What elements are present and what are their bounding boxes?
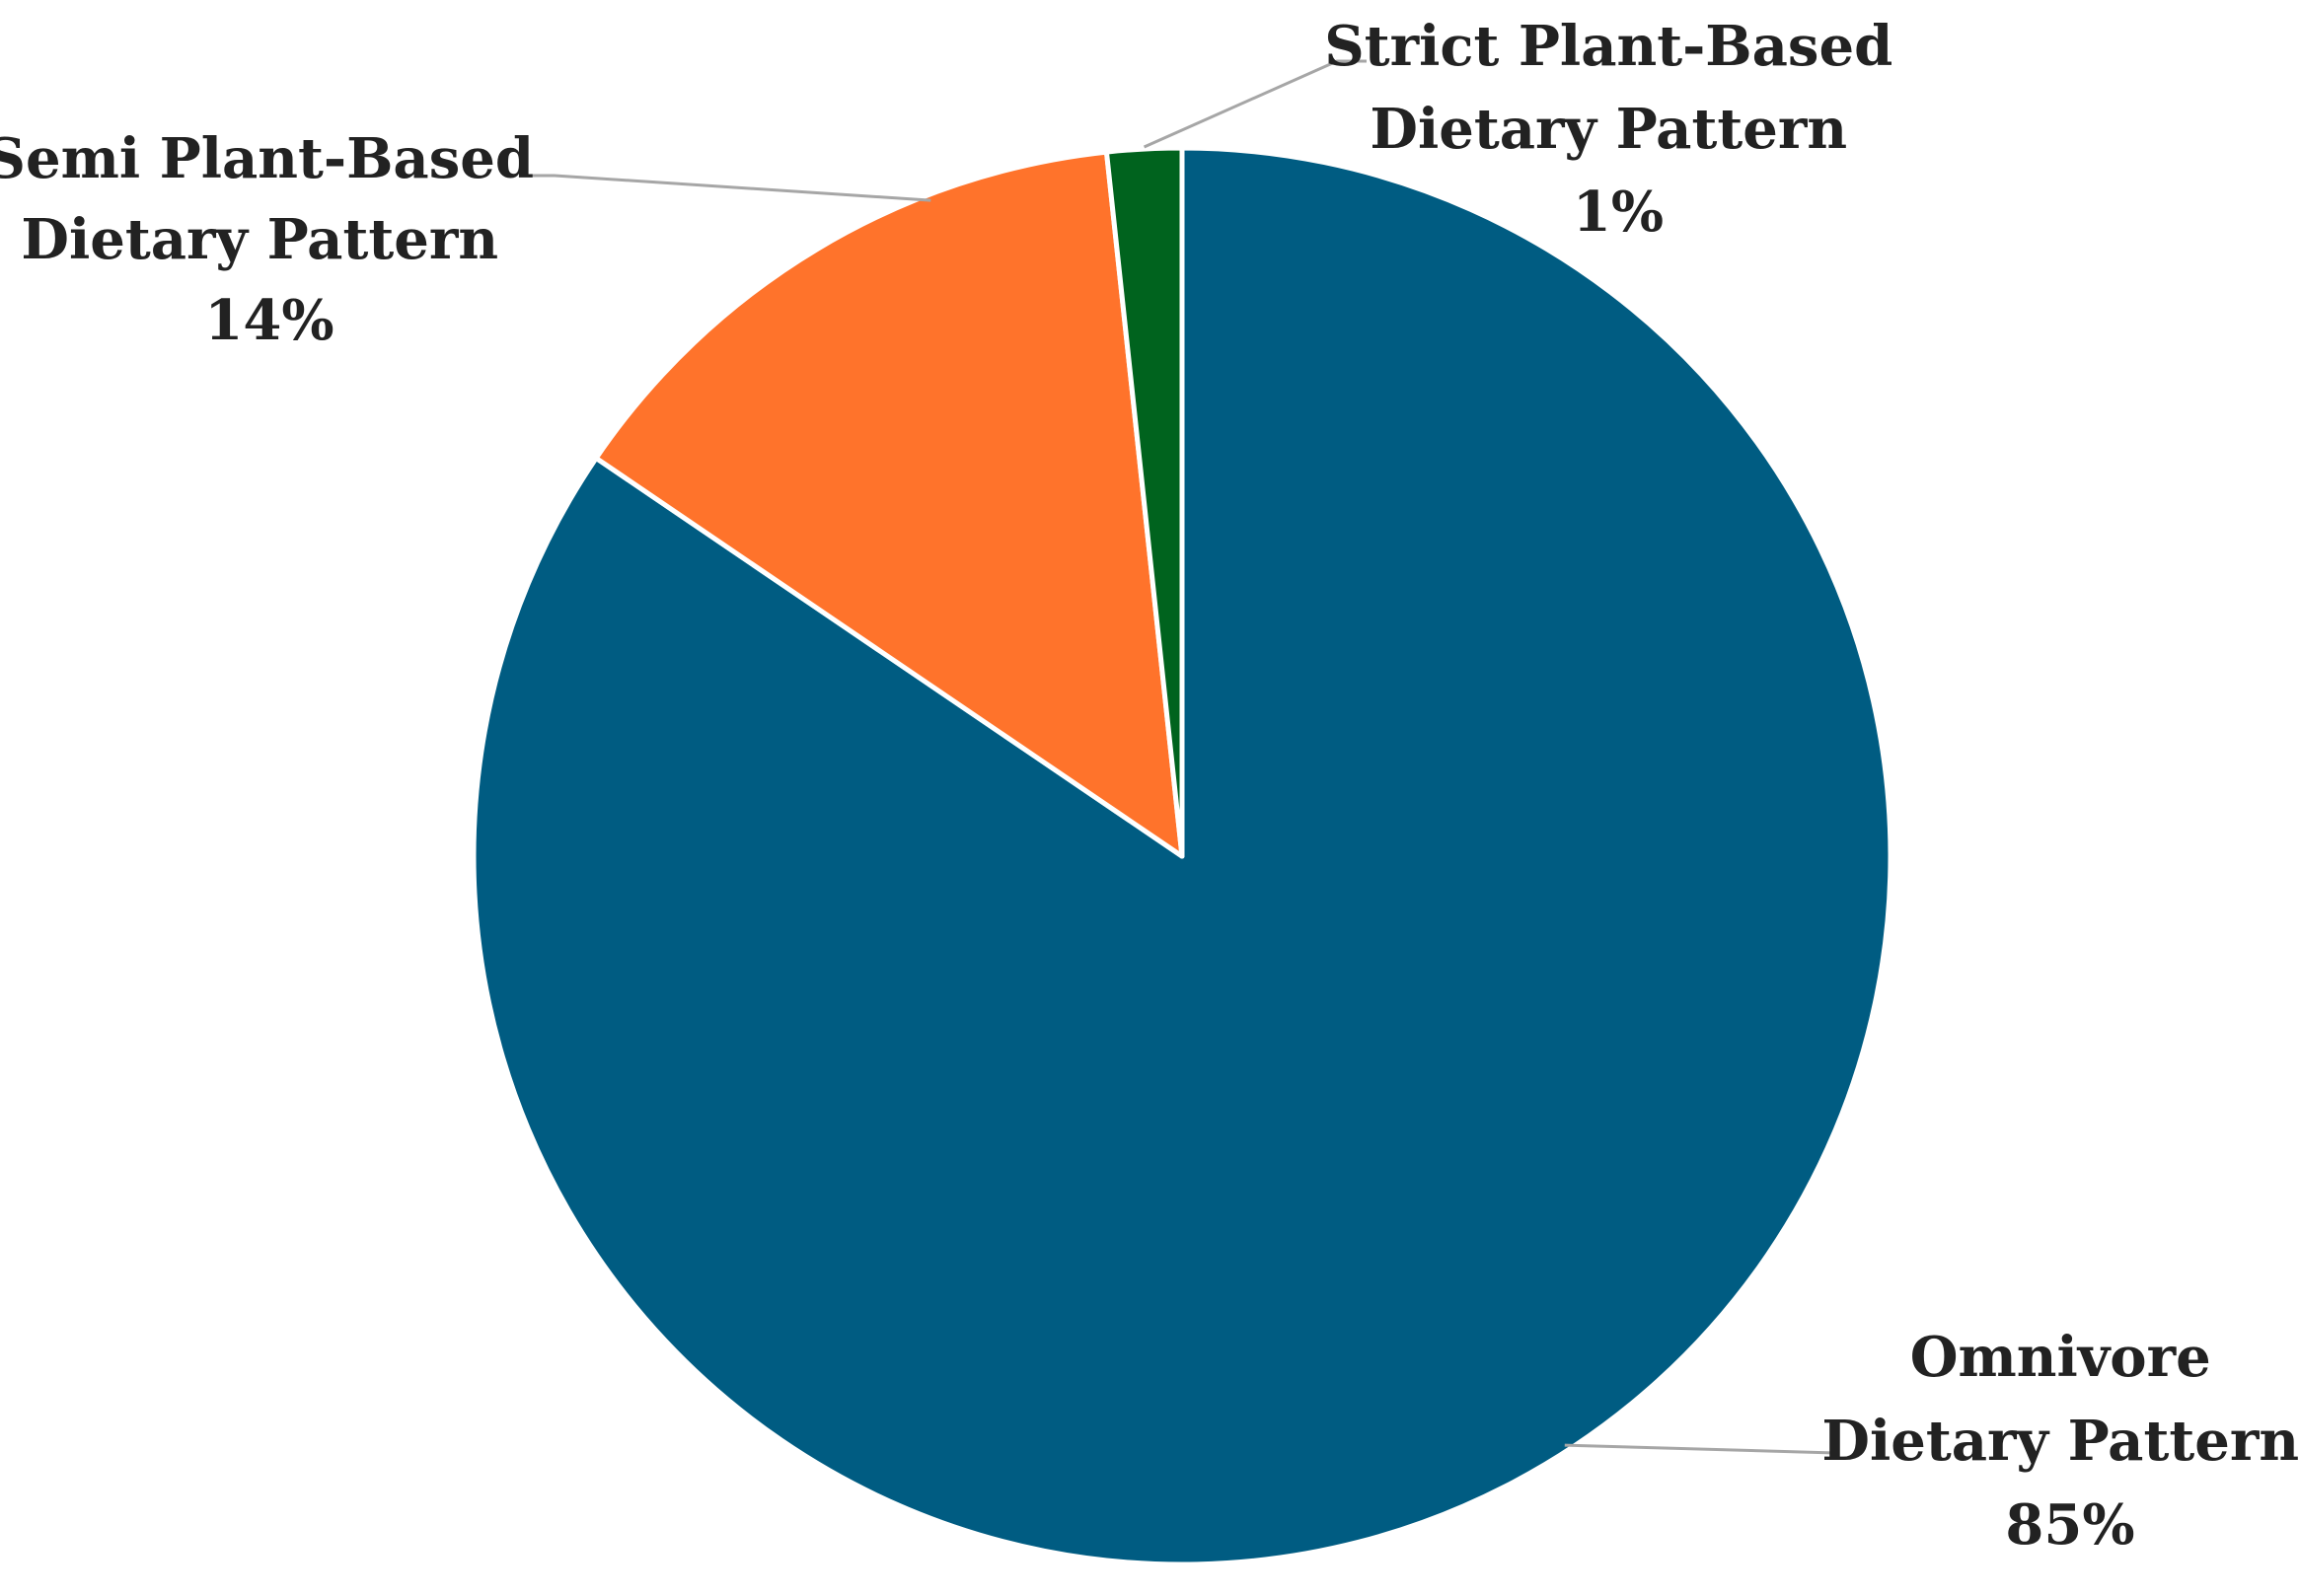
leader-line-semi-plant-based xyxy=(523,174,931,202)
slice-strict-plant-based xyxy=(1103,145,1185,859)
slice-semi-plant-based xyxy=(593,149,1185,859)
label-semi-plant-based: Semi Plant-Based Dietary Pattern 14% xyxy=(0,126,554,353)
pie-slices xyxy=(471,145,1893,1567)
slice-labels: Omnivore Dietary Pattern 85% Semi Plant-… xyxy=(0,14,2299,1558)
leader-lines xyxy=(523,59,1836,1455)
label-strict-plant-based: Strict Plant-Based Dietary Pattern 1% xyxy=(1324,14,1911,245)
label-omnivore: Omnivore Dietary Pattern 85% xyxy=(1821,1325,2299,1558)
leader-line-omnivore xyxy=(1564,1443,1836,1455)
leader-line-strict-plant-based xyxy=(1143,59,1367,149)
